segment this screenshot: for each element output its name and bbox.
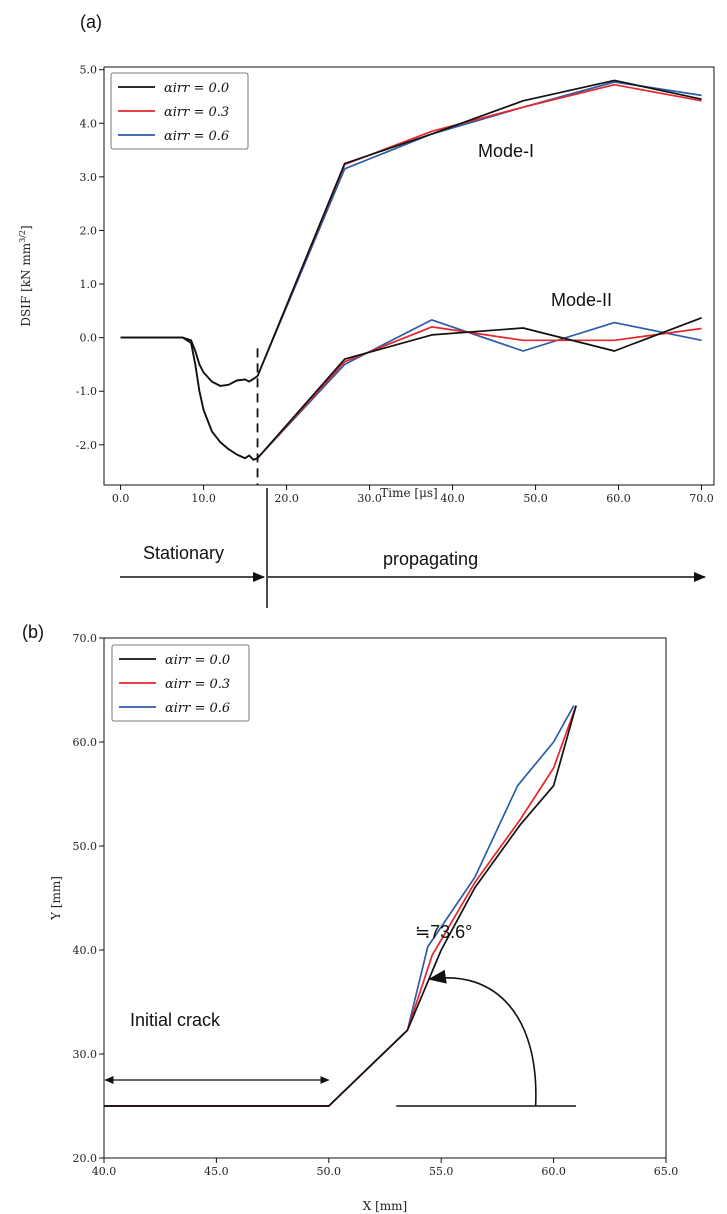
panel-a-axes-frame: [103, 66, 715, 486]
y-tick-label: 3.0: [80, 171, 98, 184]
panel-b-ticks: 40.0 45.0 50.0 55.0 60.0 65.0 20.0 30.0 40.0 50.0…: [73, 632, 679, 1178]
legend-entry-0: αirr = 0.0: [164, 81, 229, 96]
crack-path-red: [104, 705, 577, 1107]
y-tick-label: -2.0: [76, 439, 97, 452]
stationary-line-mode2: [120, 336, 258, 461]
panel-a-x-axis-label: Time [μs]: [380, 486, 437, 500]
x-tick-label: 60.0: [541, 1165, 566, 1178]
legend-entry-1: αirr = 0.3: [165, 677, 230, 692]
panel-b-plot-lines: [104, 705, 577, 1107]
panel-a-legend: αirr = 0.0 αirr = 0.3 αirr = 0.6: [110, 72, 249, 150]
stationary-line-mode1: [120, 336, 259, 387]
x-tick-label: 20.0: [274, 492, 299, 505]
x-tick-label: 40.0: [440, 492, 465, 505]
stationary-label: Stationary: [143, 543, 224, 563]
x-tick-label: 55.0: [429, 1165, 454, 1178]
series-line-blue-mode2: [256, 319, 702, 459]
series-line-red-mode1: [256, 83, 702, 377]
legend-box: [111, 644, 250, 722]
x-tick-label: 70.0: [689, 492, 714, 505]
angle-label: ≒73.6°: [415, 922, 472, 942]
series-line-black-mode2: [256, 317, 702, 459]
series-line-red-mode2: [256, 326, 702, 459]
x-tick-label: 30.0: [357, 492, 382, 505]
panel-a-plot-lines: [120, 79, 702, 461]
x-tick-label: 60.0: [606, 492, 631, 505]
panel-a-y-axis-label: DSIF [kN mm3/2]: [18, 225, 33, 326]
y-tick-label: 4.0: [80, 117, 98, 130]
y-tick-label: 70.0: [73, 632, 98, 645]
x-tick-label: 45.0: [204, 1165, 229, 1178]
angle-arc-arrow: [427, 969, 537, 1107]
mode-i-label: Mode-I: [478, 141, 534, 161]
panel-b-legend: αirr = 0.0 αirr = 0.3 αirr = 0.6: [111, 644, 250, 722]
y-tick-label: 20.0: [73, 1152, 98, 1165]
panel-b-label: (b): [22, 622, 44, 642]
panel-a-label: (a): [80, 12, 102, 32]
panel-a-ticks: 0.0 10.0 20.0 30.0 40.0 50.0 60.0 70.0 -2.0 -1.0 0…: [76, 64, 714, 505]
crack-path-blue: [104, 705, 575, 1107]
x-tick-label: 10.0: [191, 492, 216, 505]
panel-a: (a) 0.0 10.0 20.0 30.0 40.0 50.0 60.0 70.0 -2.0 -…: [18, 12, 715, 608]
x-tick-label: 50.0: [523, 492, 548, 505]
panel-b: (b) 40.0 45.0 50.0 55.0 60.0 65.020.030.040.0…: [22, 622, 678, 1213]
y-tick-label: 0.0: [80, 332, 98, 345]
y-tick-label: 50.0: [73, 840, 98, 853]
y-tick-label: 40.0: [73, 944, 98, 957]
propagating-label: propagating: [383, 549, 478, 569]
x-tick-label: 40.0: [92, 1165, 117, 1178]
y-tick-label: 60.0: [73, 736, 98, 749]
panel-b-axes-frame: [103, 637, 667, 1159]
crack-path-black: [104, 705, 577, 1107]
y-tick-label: 1.0: [80, 278, 98, 291]
y-tick-label: 30.0: [73, 1048, 98, 1061]
y-tick-label: 5.0: [80, 64, 98, 77]
y-tick-label: -1.0: [76, 385, 97, 398]
legend-entry-0: αirr = 0.0: [165, 653, 230, 668]
x-tick-label: 50.0: [317, 1165, 342, 1178]
legend-box: [110, 72, 249, 150]
mode-ii-label: Mode-II: [551, 290, 612, 310]
panel-b-x-axis-label: X [mm]: [363, 1199, 407, 1213]
legend-entry-2: αirr = 0.6: [164, 129, 229, 144]
initial-crack-label: Initial crack: [130, 1010, 221, 1030]
legend-entry-2: αirr = 0.6: [165, 701, 230, 716]
panel-b-y-axis-label: Y [mm]: [49, 876, 63, 921]
legend-entry-1: αirr = 0.3: [164, 105, 229, 120]
x-tick-label: 0.0: [112, 492, 130, 505]
phase-timeline: Stationary propagating: [120, 488, 706, 608]
x-tick-label: 65.0: [654, 1165, 679, 1178]
series-line-black-mode1: [256, 79, 702, 377]
y-tick-label: 2.0: [80, 224, 98, 237]
